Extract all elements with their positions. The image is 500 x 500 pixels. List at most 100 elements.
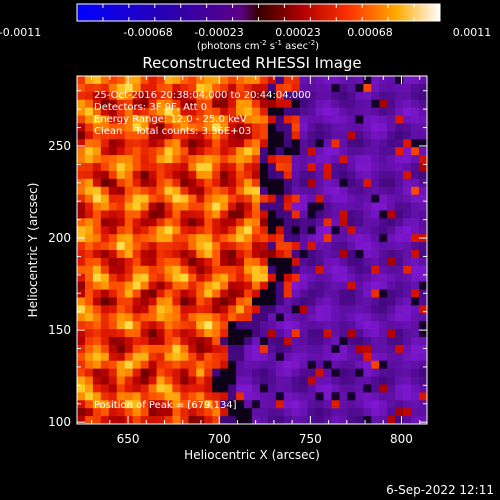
heatmap-cell [403,99,412,109]
heatmap-cell [172,265,182,275]
heatmap-cell [323,289,333,299]
heatmap-cell [419,250,427,259]
heatmap-cell [124,321,134,330]
heatmap-cell [387,99,396,109]
heatmap-cell [395,257,404,267]
heatmap-cell [212,131,221,140]
heatmap-cell [403,83,412,93]
heatmap-cell [387,360,396,370]
heatmap-cell [132,416,142,424]
heatmap-cell [188,360,197,370]
heatmap-cell [323,139,333,148]
heatmap-cell [92,131,102,140]
heatmap-cell [212,408,221,417]
heatmap-cell [236,163,245,172]
heatmap-cell [148,163,158,172]
annotation-energy-range: Energy Range: 12.0 - 25.0 keV [94,114,247,125]
heatmap-cell [363,218,372,227]
heatmap-cell [164,202,174,212]
heatmap-cell [132,147,142,156]
heatmap-cell [387,281,396,291]
heatmap-cell [172,234,182,243]
heatmap-cell [244,250,253,259]
heatmap-cell [156,170,166,180]
heatmap-cell [92,337,102,346]
heatmap-cell [164,416,174,424]
heatmap-cell [371,163,380,172]
heatmap-cell [267,344,277,354]
heatmap-cell [124,376,134,386]
heatmap-cell [299,257,309,267]
x-tick-label: 800 [390,432,413,446]
heatmap-cell [180,115,189,125]
heatmap-cell [307,337,317,346]
heatmap-cell [323,83,333,93]
heatmap-cell [387,210,396,219]
heatmap-cell [283,131,293,140]
x-tick-label: 700 [208,432,231,446]
heatmap-cell [164,234,174,243]
heatmap-cell [411,297,420,306]
heatmap-cell [212,289,221,299]
heatmap-cell [267,234,277,243]
heatmap-cell [307,329,317,338]
heatmap-cell [196,297,205,306]
heatmap-cell [124,76,134,85]
heatmap-cell [331,170,341,180]
heatmap-cell [315,265,325,275]
heatmap-cell [379,368,388,378]
heatmap-cell [323,329,333,338]
heatmap-cell [244,131,253,140]
heatmap-cell [228,250,237,259]
heatmap-cell [92,384,102,393]
heatmap-cell [124,163,134,172]
heatmap-cell [363,265,372,275]
heatmap-cell [283,123,293,132]
heatmap-cell [220,392,229,401]
heatmap-cell [275,83,285,93]
heatmap-cell [164,210,174,219]
heatmap-cell [77,147,86,156]
heatmap-cell [291,344,301,354]
heatmap-cell [307,392,317,401]
heatmap-cell [299,194,309,204]
heatmap-cell [156,416,166,424]
heatmap-cell [323,91,333,101]
heatmap-cell [140,163,150,172]
heatmap-cell [220,76,229,85]
heatmap-cell [148,416,158,424]
heatmap-cell [355,115,364,125]
heatmap-cell [403,250,412,259]
heatmap-cell [212,99,221,109]
heatmap-cell [323,257,333,267]
heatmap-cell [124,242,134,251]
heatmap-cell [164,123,174,132]
heatmap-cell [196,131,205,140]
heatmap-cell [403,329,412,338]
heatmap-cell [156,76,166,85]
heatmap-cell [291,115,301,125]
heatmap-cell [236,337,245,346]
heatmap-cell [116,115,126,125]
heatmap-cell [92,313,102,322]
heatmap-cell [299,416,309,424]
y-tick-label: 100 [48,415,71,429]
heatmap-cell [196,210,205,219]
heatmap-cell [132,210,142,219]
y-tick-label: 250 [48,139,71,153]
heatmap-cell [259,170,269,180]
heatmap-cell [259,155,269,164]
heatmap-cell [108,99,118,109]
heatmap-cell [77,368,86,378]
heatmap-cell [347,76,357,85]
heatmap-cell [275,99,285,109]
heatmap-cell [92,250,102,259]
heatmap-cell [148,210,158,219]
heatmap-cell [236,139,245,148]
heatmap-cell [108,416,118,424]
heatmap-cell [379,147,388,156]
heatmap-cell [387,321,396,330]
heatmap-cell [124,234,134,243]
heatmap-cell [252,305,261,314]
heatmap-cell [267,202,277,212]
